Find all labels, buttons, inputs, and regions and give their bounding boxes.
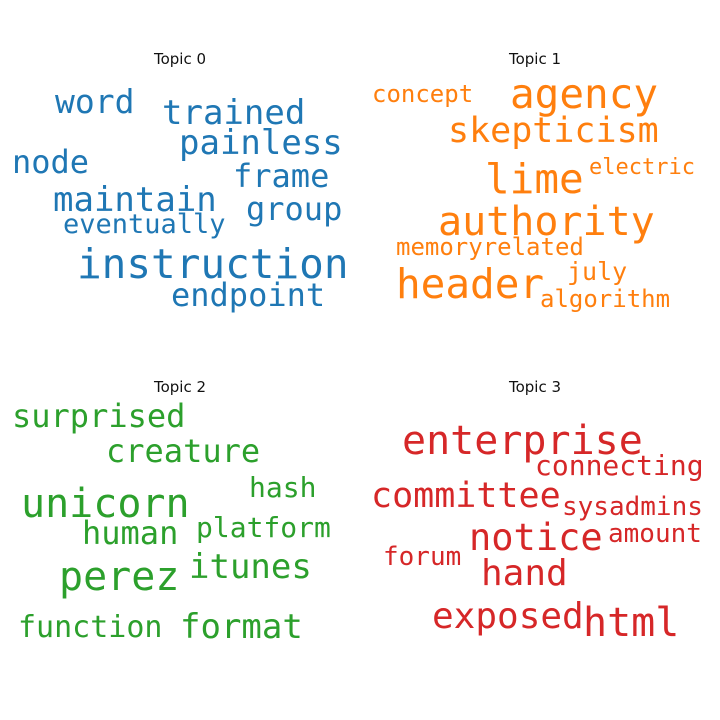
topic-3-panel: Topic 3 enterprise connecting committee … [355,328,715,688]
topic-2-word: surprised [12,397,186,435]
topic-1-word: authority [438,199,655,245]
topic-2-word: format [180,607,303,647]
topic-3-word: sysadmins [562,492,703,522]
topic-0-word: node [12,143,90,181]
topic-1-word: lime [485,155,584,203]
topic-0-word: maintain [53,180,217,220]
topic-1-word: skepticism [448,111,659,151]
topic-3-word: notice [469,516,603,559]
topic-3-word: amount [608,519,702,549]
topic-0-panel: Topic 0 word trained painless node frame… [0,0,360,360]
topic-2-word: platform [196,511,331,544]
topic-1-word: july [567,257,628,286]
topic-0-word: eventually [63,209,226,240]
topic-2-word: itunes [189,547,312,587]
topic-0-word: word [55,82,135,121]
topic-3-word: forum [383,542,462,572]
topic-2-word: hash [249,471,317,504]
topic-2-word: function [18,610,163,645]
topic-3-word: connecting [535,449,704,482]
topic-1-word: algorithm [540,285,671,313]
topic-3-title: Topic 3 [508,378,562,396]
topic-0-word: endpoint [171,276,326,314]
topic-1-word: concept [372,80,474,108]
topic-3-word: committee [371,476,561,516]
topic-0-word: painless [179,123,343,163]
topic-1-panel: Topic 1 concept agency skepticism lime e… [355,0,715,360]
topic-1-title: Topic 1 [508,50,562,68]
topic-0-title: Topic 0 [153,50,207,68]
topic-0-word: instruction [77,240,349,288]
topic-2-word: unicorn [21,481,190,527]
topic-2-panel: Topic 2 surprised creature hash unicorn … [0,328,360,688]
topic-0-word: frame [233,157,330,195]
topic-1-word: agency [510,70,659,118]
topic-3-word: enterprise [402,418,643,464]
topic-3-word: html [583,600,680,646]
topic-3-word: exposed [432,596,584,637]
topic-2-word: perez [59,554,180,600]
topic-0-word: trained [162,93,306,133]
topic-2-word: human [82,514,179,552]
topic-0-word: group [246,190,343,228]
topic-1-word: header [396,260,545,308]
topic-3-word: hand [481,553,568,594]
topic-1-word: memoryrelated [396,233,584,261]
topic-1-word: electric [589,155,695,180]
topic-2-title: Topic 2 [153,378,207,396]
topic-2-word: creature [106,432,261,470]
